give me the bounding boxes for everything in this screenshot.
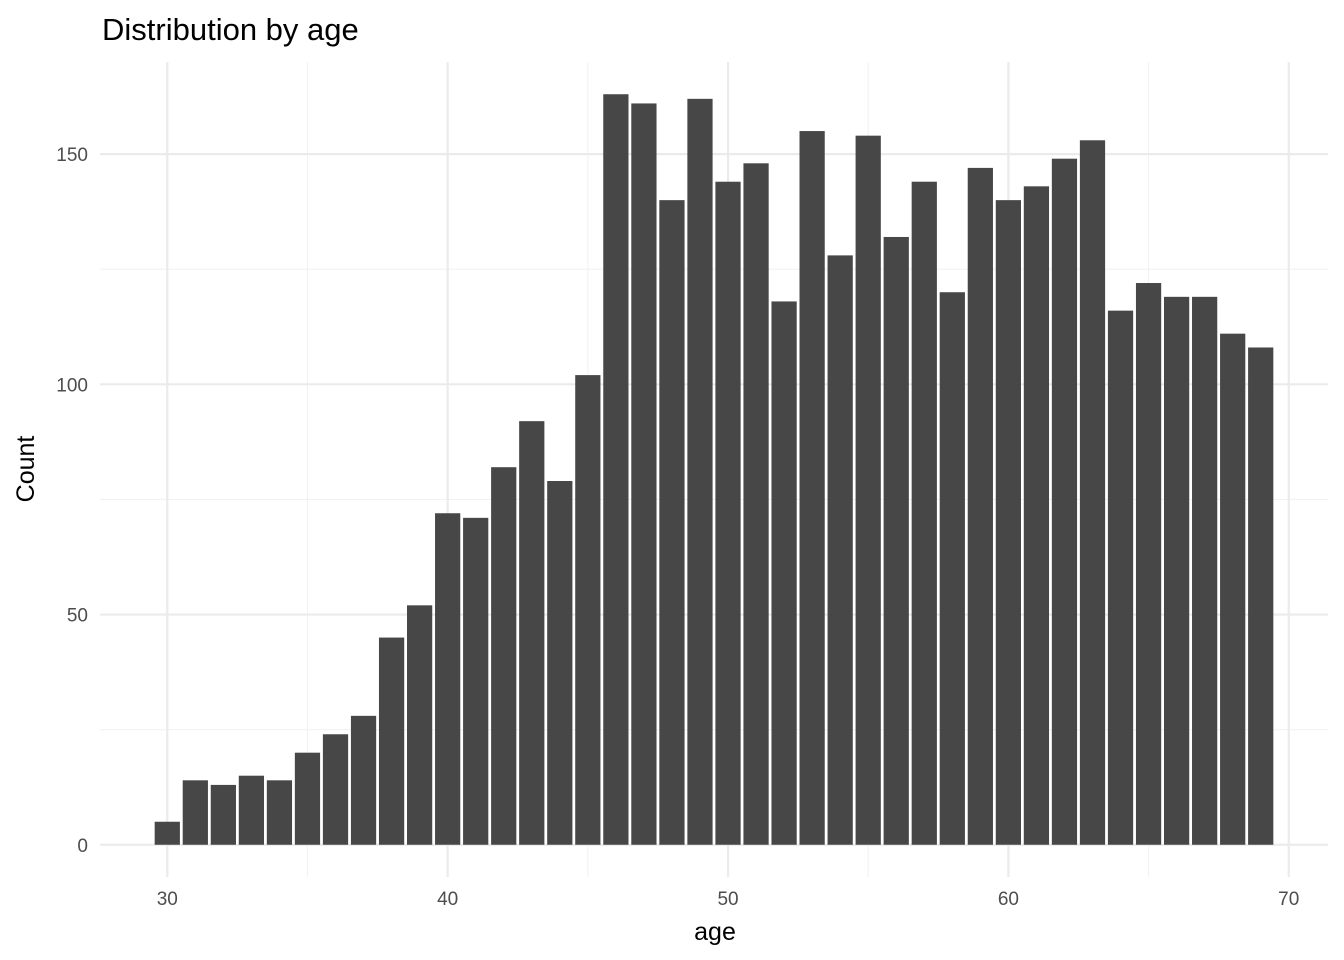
histogram-bar	[575, 375, 601, 845]
histogram-bar	[407, 605, 433, 845]
x-tick-labels: 30 40 50 60 70	[157, 889, 1300, 910]
histogram-bar	[547, 481, 573, 845]
histogram-bar	[715, 181, 741, 845]
histogram-bar	[1051, 158, 1078, 845]
histogram-bar	[1192, 296, 1218, 845]
histogram-bar	[154, 821, 180, 845]
histogram-bar	[771, 301, 797, 845]
histogram-bar	[1023, 186, 1050, 845]
y-tick-labels: 0 50 100 150	[56, 145, 88, 857]
x-tick-label: 40	[437, 889, 458, 910]
histogram-bar	[1079, 140, 1106, 845]
histogram-bar	[687, 98, 713, 845]
histogram-bar	[322, 734, 349, 845]
x-axis-title: age	[694, 918, 736, 946]
histogram-bar	[1163, 296, 1190, 845]
histogram-bar	[519, 421, 545, 845]
histogram-bar	[435, 513, 461, 845]
x-tick-label: 70	[1278, 889, 1299, 910]
histogram-bar	[1135, 283, 1162, 845]
y-tick-label: 100	[56, 375, 88, 396]
histogram-bar	[463, 517, 489, 845]
histogram-bar	[799, 131, 825, 845]
bars-layer	[154, 94, 1274, 845]
histogram-bar	[294, 752, 321, 845]
x-tick-label: 50	[717, 889, 738, 910]
histogram-bar	[1220, 333, 1246, 845]
y-axis-title: Count	[12, 436, 40, 503]
histogram-bar	[1107, 310, 1134, 845]
histogram-bar	[210, 784, 236, 845]
histogram-bar	[350, 715, 377, 845]
histogram-bar	[182, 780, 208, 845]
histogram-bar	[939, 292, 965, 845]
histogram-bar	[855, 135, 881, 845]
histogram-bar	[603, 94, 629, 845]
y-tick-label: 0	[77, 836, 88, 857]
y-tick-label: 150	[56, 145, 88, 166]
histogram-bar	[659, 200, 685, 845]
histogram-bar	[266, 780, 293, 845]
y-tick-label: 50	[67, 606, 88, 627]
histogram-bar	[995, 200, 1021, 845]
x-tick-label: 30	[157, 889, 178, 910]
histogram-bar	[1248, 347, 1274, 845]
histogram-bar	[827, 255, 853, 845]
x-tick-label: 60	[998, 889, 1019, 910]
histogram-bar	[883, 236, 909, 845]
histogram-bar	[967, 167, 993, 845]
histogram-bar	[911, 181, 937, 845]
histogram-bar	[631, 103, 657, 845]
histogram-bar	[743, 163, 769, 845]
chart-title: Distribution by age	[102, 12, 359, 47]
histogram-bar	[378, 637, 405, 845]
histogram-bar	[238, 775, 265, 845]
histogram-bar	[491, 467, 517, 845]
